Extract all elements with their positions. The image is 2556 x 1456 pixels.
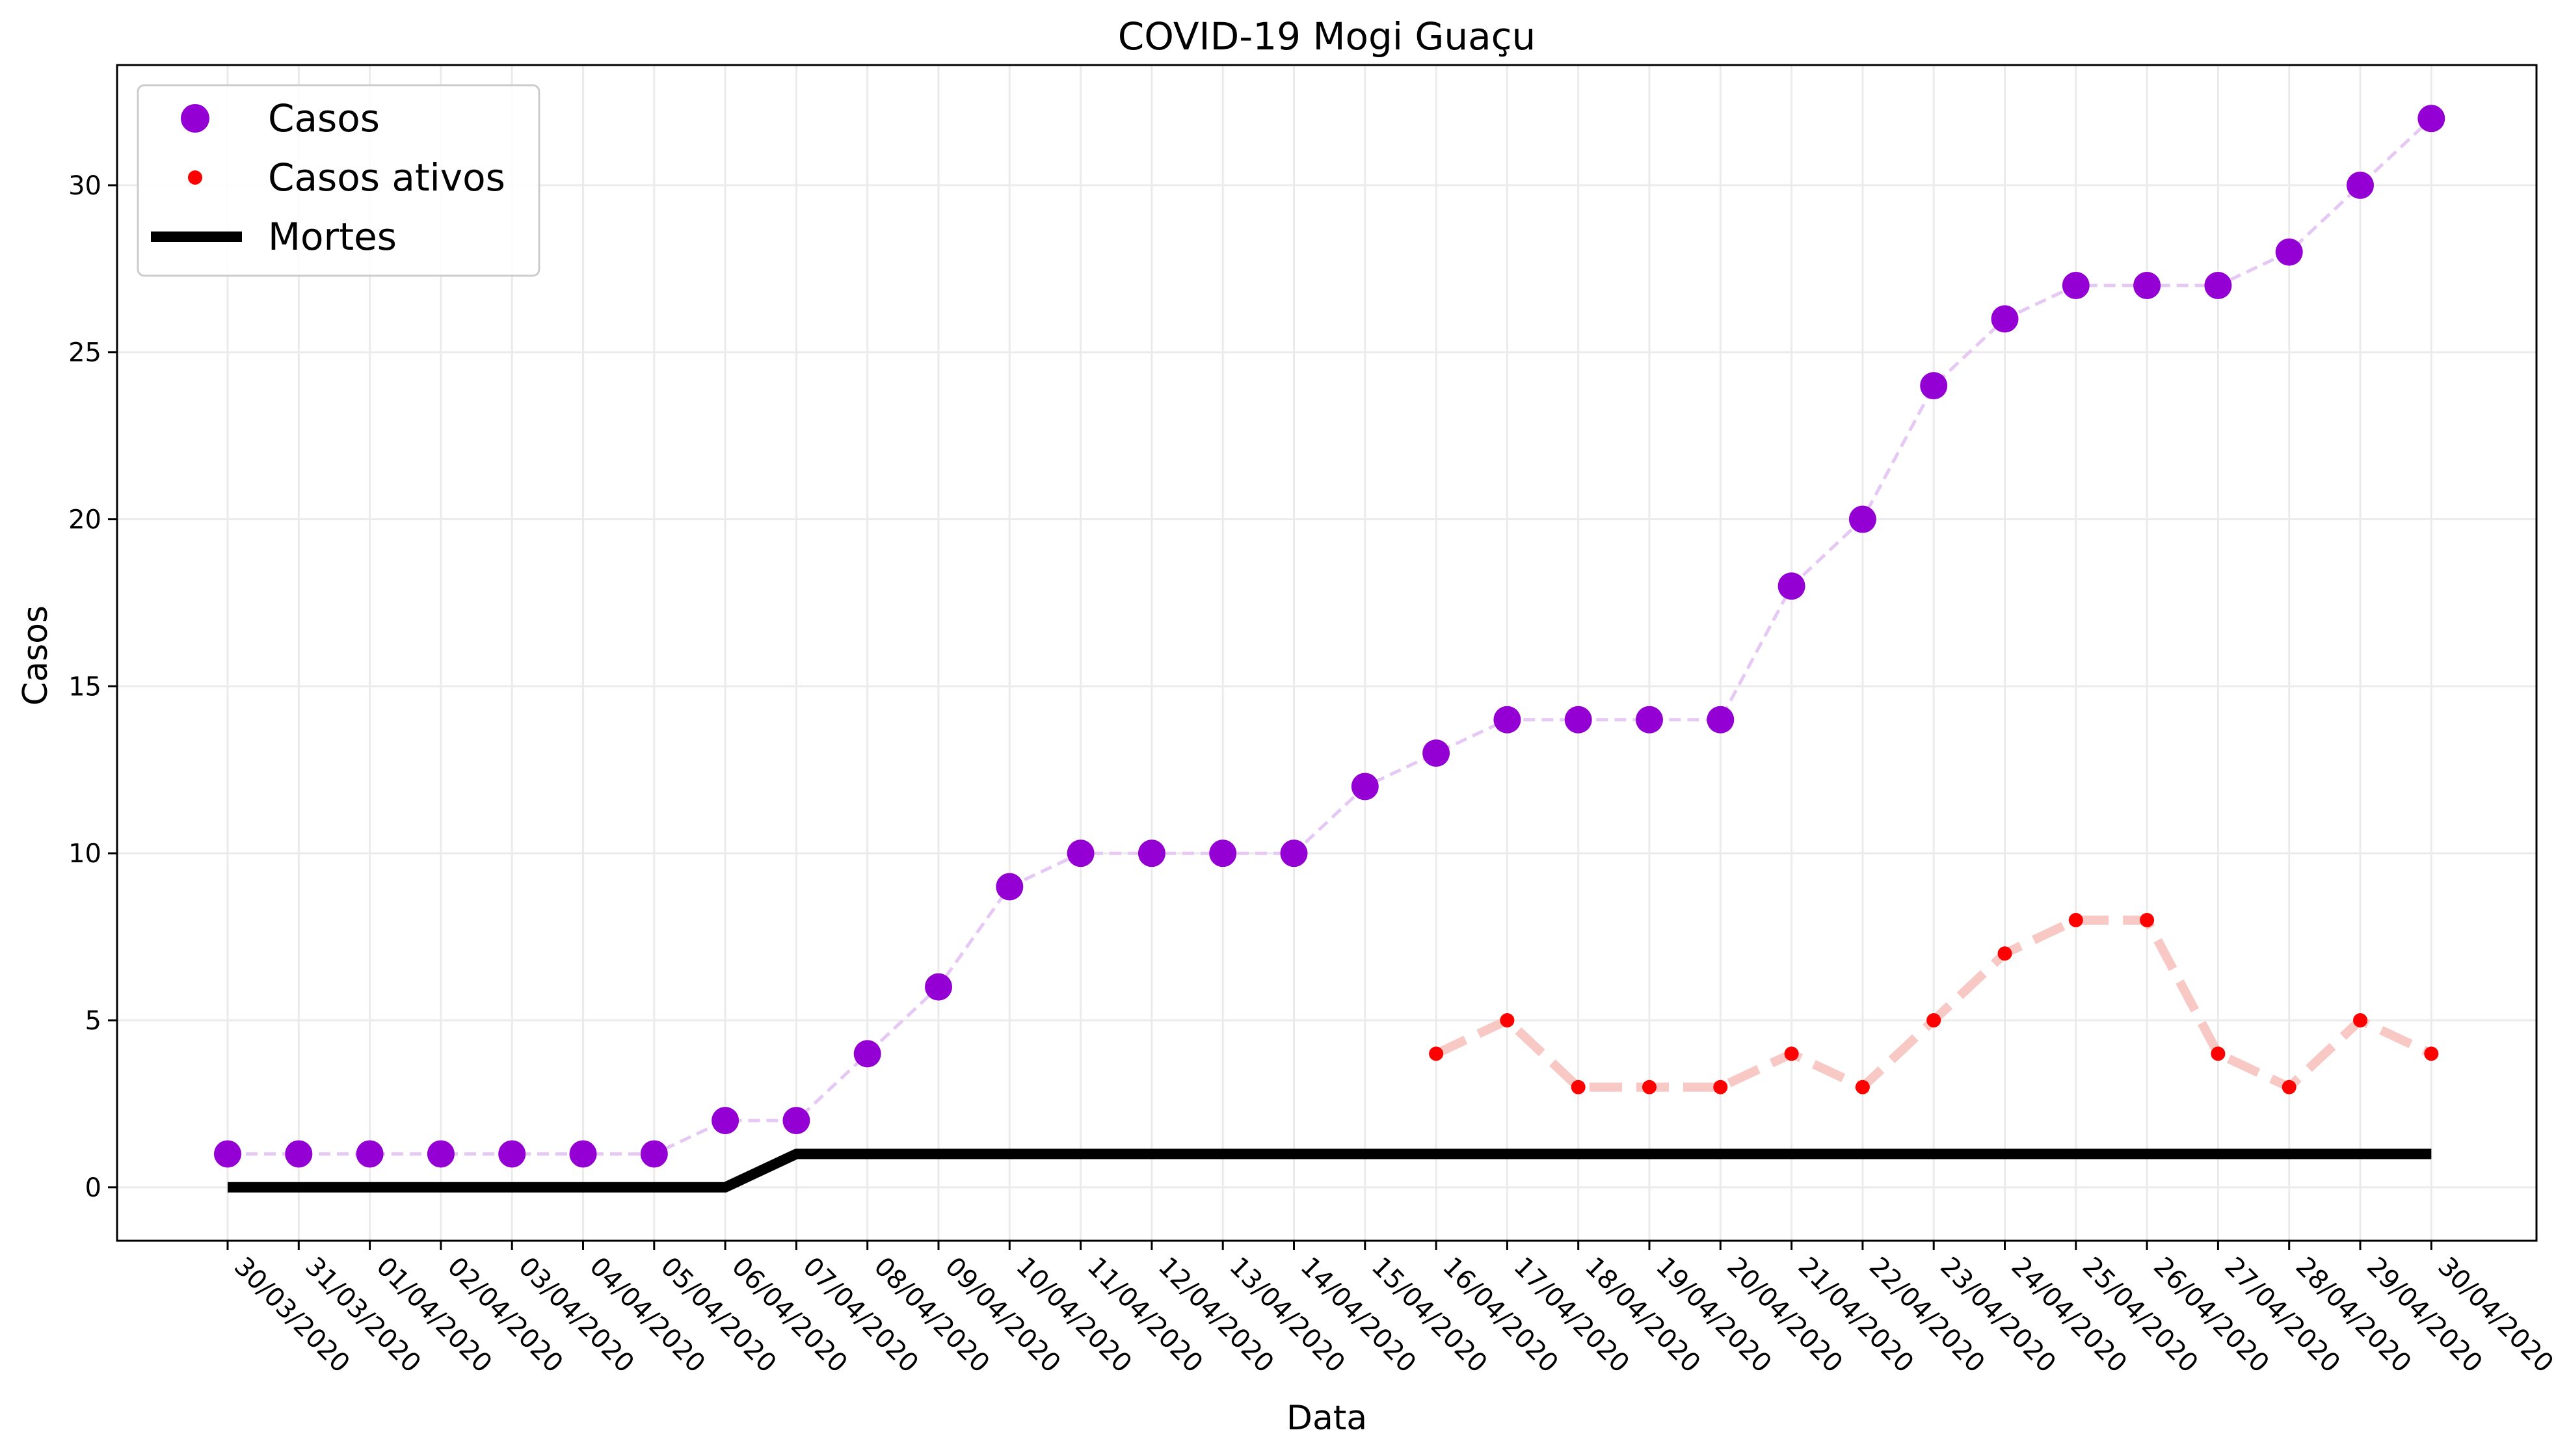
y-axis-label: Casos [16, 605, 55, 706]
y-tick-label: 25 [68, 338, 101, 368]
data-point-casos-ativos [2424, 1046, 2439, 1061]
y-axis: 0 5 10 15 20 25 30 [68, 171, 117, 1203]
legend-label-casos-ativos: Casos ativos [268, 155, 505, 200]
y-tick-label: 30 [68, 171, 101, 201]
y-tick-label: 10 [68, 839, 101, 869]
data-point-casos [1422, 739, 1450, 767]
data-point-casos-ativos [1926, 1013, 1941, 1027]
data-point-casos-ativos [2282, 1079, 2296, 1094]
series-line-casos [228, 117, 2433, 1156]
data-point-casos-ativos [2068, 912, 2083, 927]
data-point-casos [712, 1107, 739, 1135]
data-point-casos [2133, 272, 2161, 299]
data-point-casos-ativos [1997, 946, 2012, 961]
data-point-casos [285, 1140, 313, 1168]
data-point-casos [1920, 372, 1948, 400]
data-point-casos-ativos [1784, 1046, 1799, 1061]
data-point-casos-ativos [2353, 1013, 2367, 1027]
data-point-casos [996, 873, 1024, 901]
data-point-casos [1636, 706, 1663, 734]
data-point-casos [782, 1107, 810, 1135]
data-point-casos [427, 1140, 455, 1168]
legend-box [137, 84, 540, 277]
data-point-casos [214, 1140, 241, 1168]
x-axis: 30/03/202031/03/202001/04/202002/04/2020… [226, 1241, 2556, 1379]
series-layer [214, 105, 2445, 1193]
data-point-casos [1067, 840, 1095, 867]
data-point-casos [1493, 706, 1521, 734]
data-point-casos-ativos [1429, 1046, 1444, 1061]
legend-label-casos: Casos [268, 96, 380, 140]
data-point-casos [2347, 171, 2374, 199]
data-point-casos [1138, 840, 1165, 867]
y-tick-label: 15 [68, 672, 101, 702]
data-point-casos [1848, 505, 1876, 533]
data-point-casos [2204, 272, 2232, 299]
data-point-casos [498, 1140, 526, 1168]
series-line-mortes [228, 1148, 2432, 1193]
y-tick-label: 5 [85, 1006, 101, 1036]
data-point-casos [2062, 272, 2090, 299]
data-point-casos-ativos [2211, 1046, 2226, 1061]
legend-marker-casos [181, 104, 209, 133]
data-point-casos-ativos [1500, 1013, 1515, 1027]
chart-title: COVID-19 Mogi Guaçu [1118, 14, 1536, 59]
data-point-casos [640, 1140, 668, 1168]
y-tick-label: 20 [68, 505, 101, 535]
data-point-casos-ativos [2140, 912, 2155, 927]
data-point-casos [1707, 706, 1735, 734]
data-point-casos [925, 973, 952, 1001]
legend-label-mortes: Mortes [268, 215, 397, 259]
data-point-casos-ativos [1713, 1079, 1728, 1094]
data-point-casos [853, 1040, 881, 1068]
x-axis-label: Data [1286, 1399, 1367, 1438]
legend: Casos Casos ativos Mortes [137, 84, 540, 277]
data-point-casos [1564, 706, 1592, 734]
data-point-casos [2417, 105, 2445, 133]
legend-marker-casos-ativos [188, 170, 202, 185]
data-point-casos [1351, 773, 1379, 801]
data-point-casos [1777, 572, 1805, 600]
data-point-casos [356, 1140, 384, 1168]
data-point-casos-ativos [1571, 1079, 1586, 1094]
data-point-casos [1991, 305, 2019, 333]
data-point-casos [569, 1140, 597, 1168]
data-point-casos [1280, 840, 1308, 867]
y-tick-label: 0 [85, 1173, 101, 1203]
data-point-casos [1209, 840, 1237, 867]
grid [117, 65, 2536, 1241]
data-point-casos-ativos [1642, 1079, 1657, 1094]
data-point-casos-ativos [1855, 1079, 1870, 1094]
data-point-casos [2275, 238, 2303, 266]
plot-frame [116, 64, 2538, 1242]
